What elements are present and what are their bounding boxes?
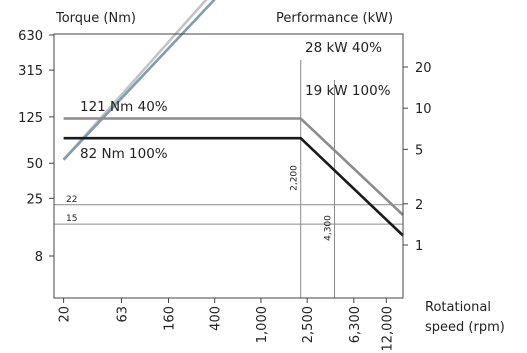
plot-frame <box>53 33 404 299</box>
x-axis-title-line1: Rotational <box>425 300 491 315</box>
y-left-tick-315: 315 <box>18 64 43 79</box>
series-annotation-19-kw-100-: 19 kW 100% <box>305 83 391 99</box>
y-left-tick-630: 630 <box>18 29 43 44</box>
series-annotation-82-nm-100-: 82 Nm 100% <box>80 146 168 162</box>
series-line-121-nm-40- <box>63 117 404 216</box>
series-line-82-nm-100- <box>63 136 404 237</box>
x-tick-160: 160 <box>162 306 177 331</box>
series-lines <box>62 0 404 237</box>
x-tick-2,500: 2,500 <box>301 306 316 343</box>
x-tick-1,000: 1,000 <box>255 306 270 343</box>
reference-lines <box>54 60 403 298</box>
x-tick-63: 63 <box>115 306 130 323</box>
y-right-tick-1: 1 <box>415 239 423 254</box>
reference-label-4,300: 4,300 <box>324 215 334 241</box>
y-left-tick-8: 8 <box>35 250 43 265</box>
x-tick-6,300: 6,300 <box>348 306 363 343</box>
left-axis-title: Torque (Nm) <box>55 11 136 26</box>
reference-label-15: 15 <box>66 214 77 224</box>
reference-label-2,200: 2,200 <box>290 165 300 191</box>
x-tick-20: 20 <box>58 306 73 323</box>
series-annotation-28-kw-40-: 28 kW 40% <box>305 40 382 56</box>
series-line-19-kw-100- <box>62 0 216 161</box>
y-left-tick-25: 25 <box>26 192 43 207</box>
x-axis-title-line2: speed (rpm) <box>425 320 505 335</box>
reference-label-22: 22 <box>66 195 77 205</box>
series-line-28-kw-40- <box>62 0 208 161</box>
y-left-tick-50: 50 <box>26 157 43 172</box>
y-right-tick-5: 5 <box>415 143 423 158</box>
y-right-tick-2: 2 <box>415 198 423 213</box>
y-right-tick-20: 20 <box>415 61 432 76</box>
x-tick-400: 400 <box>209 306 224 331</box>
right-axis-title: Performance (kW) <box>276 11 393 26</box>
y-right-tick-10: 10 <box>415 102 432 117</box>
x-tick-12,000: 12,000 <box>380 306 395 352</box>
y-left-tick-125: 125 <box>18 111 43 126</box>
series-annotation-121-nm-40-: 121 Nm 40% <box>80 99 168 115</box>
